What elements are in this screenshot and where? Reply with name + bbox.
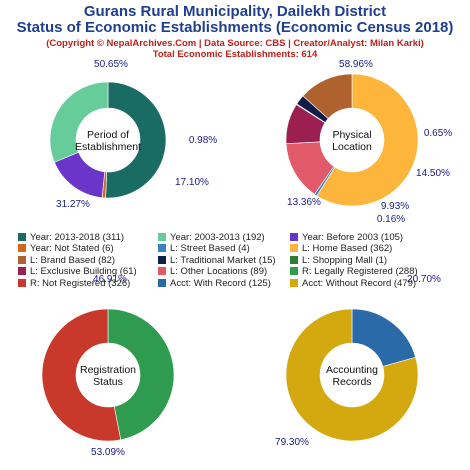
slice-pct-label: 9.93% [381,201,409,212]
slice-pct-label: 0.65% [424,128,452,139]
legend-item: Year: 2003-2013 (192) [158,232,265,243]
legend-swatch [158,244,166,253]
legend-swatch [158,278,166,287]
legend-swatch [18,267,26,276]
pie-center-label: Period of [87,129,129,141]
legend-item: Acct: With Record (125) [158,278,271,289]
legend-text: L: Traditional Market (15) [170,254,276,266]
pie-center-label: Registration [80,364,136,376]
legend-item: Year: Not Stated (6) [18,243,114,254]
total-text: Total Economic Establishments: 614 [152,49,318,60]
legend-text: Acct: With Record (125) [170,277,271,289]
legend-swatch [18,278,26,287]
slice-pct-label: 79.30% [275,437,309,448]
legend-text: L: Home Based (362) [302,243,393,255]
slice-pct-label: 46.91% [93,274,127,285]
legend-text: Year: Before 2003 (105) [302,232,404,243]
pie-slice [351,308,416,367]
legend-item: L: Street Based (4) [158,243,250,254]
legend-text: Year: 2003-2013 (192) [170,232,265,243]
legend-swatch [158,233,166,241]
legend-item: L: Traditional Market (15) [158,255,276,266]
slice-pct-label: 58.96% [339,59,373,70]
slice-pct-label: 13.36% [287,197,321,208]
slice-pct-label: 14.50% [416,168,450,179]
legend-text: R: Legally Registered (288) [302,266,418,278]
legend-text: Year: 2013-2018 (311) [30,232,125,243]
chart-title-line2: Status of Economic Establishments (Econo… [16,19,454,36]
pie-center-label: Location [332,141,372,153]
legend-text: R: Not Registered (326) [30,277,131,289]
slice-pct-label: 50.65% [94,59,128,70]
chart-title-line1: Gurans Rural Municipality, Dailekh Distr… [83,3,387,20]
pie-slice [316,73,419,207]
legend-item: Year: 2013-2018 (311) [18,232,124,243]
legend-item: R: Legally Registered (288) [290,266,418,277]
pie-center-label: Physical [332,129,371,141]
legend-item: R: Not Registered (326) [18,278,130,289]
credits-text: (Copyright © NepalArchives.Com | Data So… [46,38,424,49]
pie-center-label: Establishment [75,141,141,153]
legend-item: L: Shopping Mall (1) [290,255,387,266]
slice-pct-label: 31.27% [56,199,90,210]
legend-text: L: Other Locations (89) [170,266,268,278]
pie-slice [302,73,353,120]
pie-center-label: Records [332,376,371,388]
slice-pct-label: 20.70% [407,274,441,285]
pie-slice [49,81,109,163]
legend-item: L: Other Locations (89) [158,266,267,277]
legend-item: L: Home Based (362) [290,243,392,254]
pie-slice [41,308,122,442]
legend-text: L: Shopping Mall (1) [302,254,388,266]
legend-item: Acct: Without Record (479) [290,278,416,289]
legend-item: L: Brand Based (82) [18,255,115,266]
legend-swatch [290,244,298,253]
legend-text: L: Exclusive Building (61) [30,266,137,278]
pie-slice [285,308,419,442]
slice-pct-label: 0.98% [189,135,217,146]
legend-text: Year: Not Stated (6) [30,243,114,255]
legend-swatch [290,255,298,264]
legend-item: L: Exclusive Building (61) [18,266,137,277]
legend-text: L: Street Based (4) [170,243,250,255]
legend-swatch [158,255,166,264]
slice-pct-label: 17.10% [175,177,209,188]
legend-swatch [18,233,26,241]
legend-swatch [158,267,166,276]
slice-pct-label: 53.09% [91,447,125,458]
legend-text: L: Brand Based (82) [30,254,116,266]
legend-swatch [18,244,26,253]
legend-swatch [290,267,298,276]
legend-swatch [290,233,298,241]
pie-slice [107,308,175,441]
pie-slice [105,81,167,199]
legend-text: Acct: Without Record (479) [302,277,417,289]
legend-swatch [18,255,26,264]
pie-center-label: Accounting [326,364,378,376]
slice-pct-label: 0.16% [377,214,405,225]
legend-item: Year: Before 2003 (105) [290,232,403,243]
pie-center-label: Status [93,376,123,388]
legend-swatch [290,278,298,287]
